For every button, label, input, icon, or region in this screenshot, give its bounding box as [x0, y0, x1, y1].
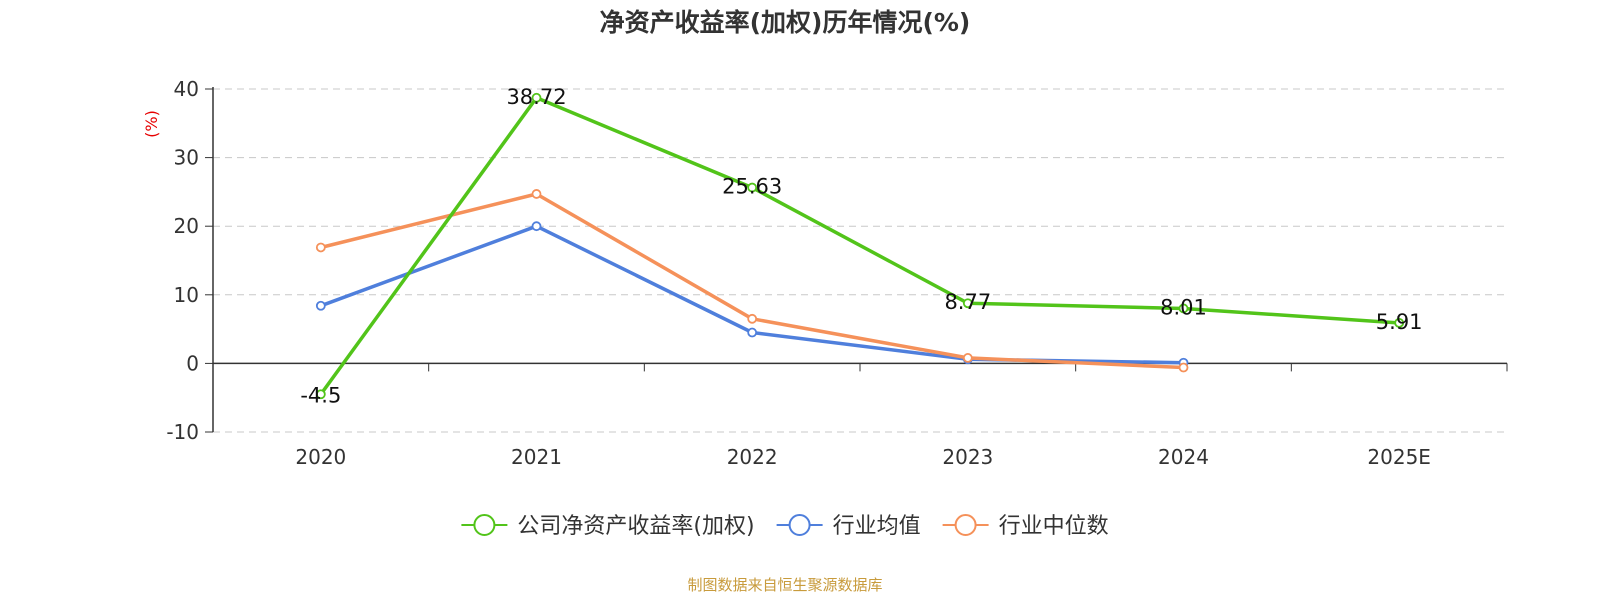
series-line-0 — [319, 96, 1401, 397]
data-label: 38.72 — [506, 85, 566, 109]
data-label: 8.01 — [1160, 295, 1207, 319]
series-line-2 — [319, 192, 1186, 370]
y-tick-label: 40 — [174, 77, 199, 101]
y-tick-label: 0 — [186, 351, 199, 375]
data-point[interactable] — [531, 221, 542, 232]
legend-label: 行业中位数 — [999, 514, 1109, 539]
data-label: 5.91 — [1376, 310, 1423, 334]
legend-item-1[interactable]: 行业均值 — [776, 514, 921, 539]
x-tick-label: 2021 — [511, 445, 562, 469]
legend-item-0[interactable]: 公司净资产收益率(加权) — [461, 514, 755, 539]
y-tick-label: 20 — [174, 214, 199, 238]
data-point[interactable] — [315, 300, 326, 311]
data-point[interactable] — [747, 313, 758, 324]
series-lines — [315, 92, 1405, 400]
x-tick-label: 2025E — [1367, 445, 1431, 469]
data-point[interactable] — [531, 189, 542, 199]
data-labels: -4.5 38.72 25.63 8.77 8.01 5.91 — [300, 85, 1422, 407]
data-point[interactable] — [315, 242, 326, 253]
y-axis-label: (%) — [142, 110, 161, 138]
x-tick-label: 2022 — [727, 445, 778, 469]
legend-item-2[interactable]: 行业中位数 — [942, 514, 1109, 539]
source-note: 制图数据来自恒生聚源数据库 — [687, 576, 882, 594]
data-point[interactable] — [962, 298, 973, 309]
y-tick-label: 30 — [174, 146, 199, 170]
legend-marker-icon — [473, 514, 496, 536]
data-point[interactable] — [1178, 362, 1189, 373]
grid-lines — [213, 88, 1507, 433]
axes: -10 0 10 20 30 40 2020 2021 2022 2023 2024 2025E — [166, 77, 1508, 469]
data-point[interactable] — [962, 353, 973, 363]
x-tick-label: 2023 — [942, 445, 993, 469]
y-tick-label: -10 — [166, 420, 199, 444]
y-tick-label: 10 — [174, 283, 199, 307]
data-point[interactable] — [1394, 317, 1405, 328]
legend-marker-icon — [954, 514, 977, 536]
data-point[interactable] — [747, 327, 758, 338]
data-point[interactable] — [315, 389, 326, 400]
data-point[interactable] — [747, 182, 758, 193]
x-tick-label: 2024 — [1158, 445, 1209, 469]
data-label: 8.77 — [944, 290, 991, 314]
data-label: 25.63 — [722, 175, 782, 199]
legend-label: 公司净资产收益率(加权) — [517, 514, 754, 539]
data-point[interactable] — [1178, 303, 1189, 314]
chart-title: 净资产收益率(加权)历年情况(%) — [600, 8, 971, 37]
legend-label: 行业均值 — [833, 514, 921, 539]
legend[interactable]: 公司净资产收益率(加权) 行业均值 行业中位数 — [461, 514, 1109, 539]
data-label: -4.5 — [300, 383, 341, 407]
x-tick-label: 2020 — [295, 445, 346, 469]
data-point[interactable] — [531, 92, 542, 103]
legend-marker-icon — [788, 514, 811, 536]
